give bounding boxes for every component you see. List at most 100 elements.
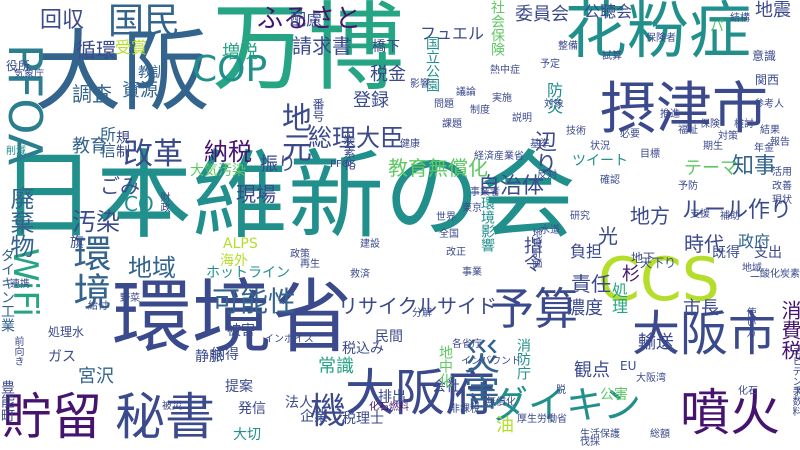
cloud-word: 被害 (227, 323, 255, 339)
cloud-word: 関西 (755, 73, 780, 87)
cloud-word: ガス (48, 349, 76, 365)
cloud-word: 負担 (570, 242, 603, 261)
cloud-word: 防災 (544, 82, 563, 114)
cloud-word: 総理大臣 (308, 124, 404, 152)
cloud-word: 問題 (434, 99, 454, 110)
cloud-word: 脱 (556, 385, 566, 396)
cloud-word: 豊能町 (0, 380, 15, 422)
cloud-word: 天下り (640, 256, 677, 270)
cloud-word: 教育無償化 (388, 156, 488, 180)
cloud-word: 議論 (456, 87, 476, 98)
cloud-word: テーマ (684, 158, 738, 179)
cloud-word: 炭素化 (342, 134, 356, 170)
cloud-word: 技術 (566, 126, 586, 137)
cloud-word: 予防 (678, 181, 698, 192)
cloud-word: 説明 (512, 113, 532, 124)
cloud-word: 納得 (211, 347, 239, 363)
cloud-word: 処理水 (48, 325, 85, 339)
cloud-word: 事業者 (470, 187, 500, 198)
cloud-word: 宮沢 (78, 366, 114, 387)
cloud-word: 政府 (738, 232, 771, 251)
cloud-word: CO (124, 192, 154, 216)
cloud-word: 結構 (730, 13, 750, 24)
cloud-word: 常識 (318, 356, 354, 377)
cloud-word: インボイス (264, 334, 314, 345)
cloud-word: 活用 (772, 167, 792, 178)
cloud-word: 大阪市 (632, 306, 777, 362)
cloud-word: 手数料 (790, 386, 800, 416)
cloud-word: 保険 (700, 119, 720, 130)
cloud-word: 保険者 (646, 33, 676, 44)
cloud-word: 登録 (353, 90, 389, 111)
cloud-word: 提案 (225, 379, 253, 395)
cloud-word: 法人 (285, 395, 313, 411)
cloud-word: 実施 (492, 93, 512, 104)
cloud-word: 改革 (123, 137, 183, 172)
cloud-word: ALPS (223, 236, 258, 252)
cloud-word: 摂津市 (600, 77, 768, 142)
cloud-word: 状況 (590, 141, 610, 152)
cloud-word: 対策 (718, 131, 738, 142)
cloud-word: 地中化 (437, 345, 453, 387)
cloud-word: 試算 (602, 51, 622, 62)
cloud-word: ダイキン (490, 383, 641, 427)
cloud-word: 影響 (410, 79, 430, 90)
cloud-word: 反対 (537, 170, 557, 181)
cloud-word: 総額 (650, 429, 670, 440)
cloud-word: 環境影響 (479, 196, 495, 252)
cloud-word: 民間 (375, 329, 403, 345)
cloud-word: 知事 (732, 154, 777, 179)
cloud-word: 無償化 (486, 397, 516, 408)
cloud-word: 秘書 (115, 388, 215, 446)
cloud-word: COP (192, 49, 268, 90)
cloud-word: 必要 (620, 129, 640, 140)
cloud-word: 前向き (12, 336, 23, 366)
cloud-word: 廃棄物 (6, 186, 34, 258)
cloud-word: 大阪湾 (636, 373, 666, 384)
cloud-word: 輸送 (638, 332, 674, 353)
cloud-word: 地元 (276, 102, 311, 162)
cloud-word: 生活保護 (580, 429, 620, 440)
cloud-word: 熱中症 (490, 65, 520, 76)
cloud-word: 世界 (436, 212, 456, 223)
cloud-word: 非課税 (450, 404, 480, 415)
cloud-word: EU (620, 359, 637, 373)
cloud-word: 教育 (72, 136, 108, 157)
cloud-word: 予算 (490, 284, 578, 335)
cloud-word: ごみ (100, 174, 140, 198)
cloud-word: 自治体 (478, 174, 545, 199)
cloud-word: 資源 (122, 80, 158, 101)
cloud-word: 地震 (755, 0, 791, 21)
cloud-word: 調査 (72, 82, 112, 106)
cloud-word: 給付 (88, 301, 108, 312)
cloud-word: 支出 (754, 245, 782, 261)
cloud-word: インバウンド (461, 356, 521, 367)
cloud-word: PFOS (330, 159, 357, 170)
cloud-word: 課題 (442, 119, 462, 130)
cloud-word: 消費税 (778, 300, 800, 360)
cloud-word: 現場 (236, 182, 276, 206)
cloud-word: 国民 (108, 1, 181, 42)
cloud-word: 企業 (300, 409, 328, 425)
cloud-word: 所信 (97, 126, 116, 158)
cloud-word: 既得 (712, 245, 740, 261)
cloud-word: エビデンス (790, 346, 800, 396)
cloud-word: 被災 (162, 401, 182, 412)
cloud-word: 辺り (531, 130, 556, 174)
cloud-word: 大切 (233, 427, 261, 443)
cloud-word: 福祉 (678, 125, 698, 136)
cloud-word: 補助 (720, 211, 740, 222)
cloud-word: 消防庁 (515, 338, 531, 380)
cloud-word: 研究 (570, 211, 590, 222)
cloud-word: 請求書 (292, 34, 352, 58)
cloud-word: 改善 (772, 181, 792, 192)
cloud-word: 納税 (204, 138, 252, 166)
cloud-word: 年金 (754, 143, 774, 154)
cloud-word: 事業 (462, 267, 482, 278)
cloud-word: 検討 (734, 119, 754, 130)
cloud-word: 機 (310, 391, 347, 432)
cloud-word: 結果 (760, 125, 780, 136)
cloud-word: 万博 (212, 0, 404, 104)
cloud-word: 大阪 (34, 20, 211, 123)
cloud-word: 発信 (238, 401, 266, 417)
